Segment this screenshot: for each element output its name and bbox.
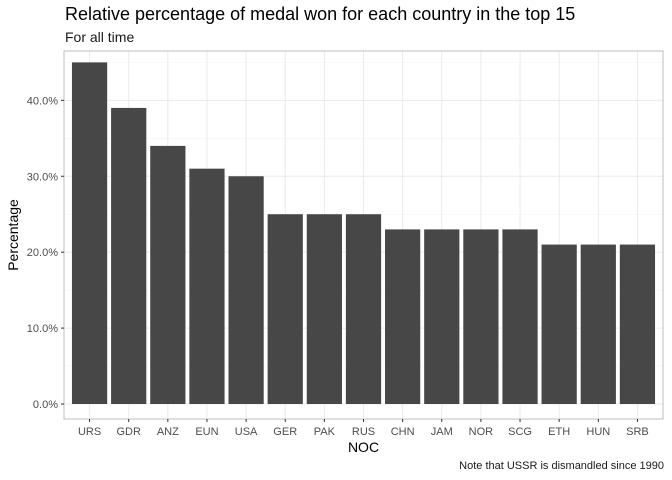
x-tick-label: NOR	[469, 426, 494, 438]
x-tick-label: GER	[273, 426, 297, 438]
y-axis-title: Percentage	[5, 199, 21, 271]
bar-hun	[580, 244, 616, 404]
bar-jam	[424, 229, 460, 404]
bar-gdr	[111, 107, 147, 404]
x-tick-label: SRB	[626, 426, 649, 438]
chart-subtitle: For all time	[65, 29, 135, 45]
x-tick-label: JAM	[431, 426, 453, 438]
y-tick-label: 30.0%	[27, 171, 58, 183]
y-tick-label: 20.0%	[27, 247, 58, 259]
y-tick-label: 0.0%	[33, 399, 58, 411]
bars	[71, 62, 656, 405]
bar-nor	[463, 229, 499, 404]
chart-caption: Note that USSR is dismandled since 1990	[459, 460, 664, 472]
bar-urs	[71, 62, 108, 405]
bar-pak	[306, 214, 342, 404]
bar-eun	[189, 168, 225, 404]
bar-srb	[619, 244, 656, 404]
y-tick-label: 10.0%	[27, 323, 58, 335]
bar-chn	[385, 229, 421, 404]
x-tick-label: ANZ	[157, 426, 179, 438]
x-tick-label: HUN	[586, 426, 610, 438]
chart-title: Relative percentage of medal won for eac…	[65, 4, 576, 24]
bar-ger	[267, 214, 303, 404]
x-tick-label: ETH	[548, 426, 570, 438]
x-tick-label: URS	[78, 426, 101, 438]
x-tick-label: USA	[235, 426, 258, 438]
bar-anz	[150, 145, 186, 405]
x-tick-label: SCG	[508, 426, 532, 438]
x-tick-label: EUN	[195, 426, 218, 438]
y-axis-ticks: 0.0% 10.0% 20.0% 30.0% 40.0%	[27, 95, 64, 411]
x-tick-label: CHN	[391, 426, 415, 438]
x-axis-title: NOC	[348, 439, 379, 455]
x-tick-label: GDR	[116, 426, 141, 438]
x-tick-label: PAK	[314, 426, 336, 438]
bar-rus	[345, 214, 382, 404]
bar-eth	[541, 244, 577, 404]
bar-usa	[228, 176, 264, 404]
y-tick-label: 40.0%	[27, 95, 58, 107]
x-axis-ticks: URS GDR ANZ EUN USA GER PAK RUS CHN JAM NOR SCG ETH H…	[78, 419, 649, 438]
x-tick-label: RUS	[352, 426, 375, 438]
bar-scg	[502, 229, 538, 404]
